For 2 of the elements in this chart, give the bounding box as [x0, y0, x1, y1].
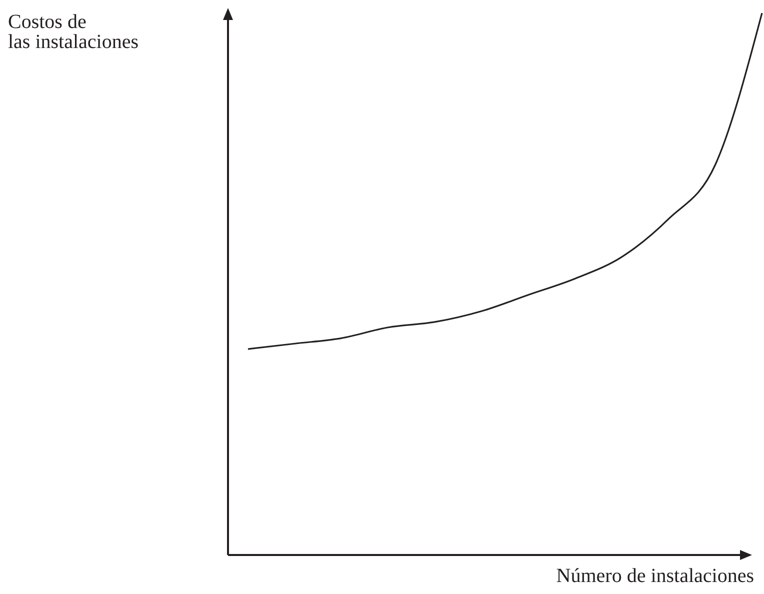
x-axis-title: Número de instalaciones — [556, 565, 754, 588]
y-axis-title: Costos de las instalaciones — [8, 11, 139, 53]
